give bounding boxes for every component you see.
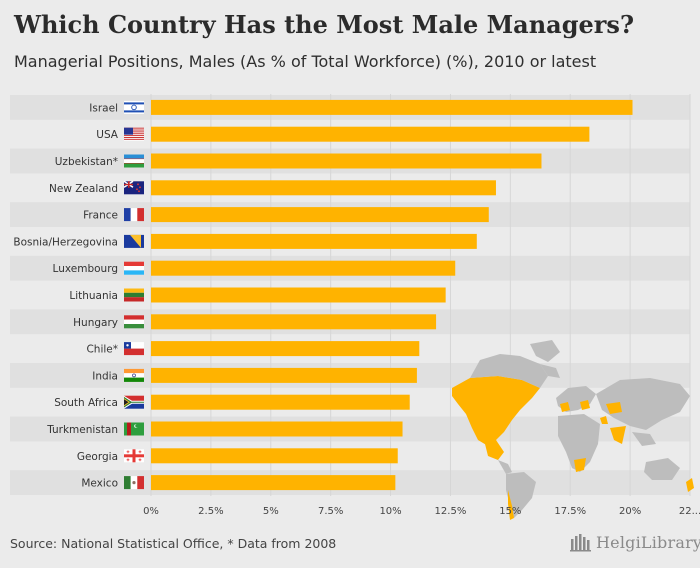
page-subtitle: Managerial Positions, Males (As % of Tot… (14, 52, 597, 71)
x-tick-label: 10% (379, 506, 401, 517)
flag-france-icon (124, 208, 144, 222)
category-label: Chile* (86, 344, 118, 356)
bar-new-zealand (151, 180, 496, 196)
flag-lithuania-icon (124, 288, 144, 302)
flag-india-icon (124, 368, 144, 382)
brand-name: HelgiLibrary. (596, 532, 700, 552)
world-map-icon (452, 340, 694, 520)
flag-new-zealand-icon (123, 180, 144, 195)
bar-mexico (151, 475, 396, 491)
bar-turkmenistan (151, 421, 403, 437)
bar-france (151, 207, 489, 223)
x-tick-label: 5% (263, 506, 279, 517)
category-label: Luxembourg (53, 263, 118, 275)
x-tick-label: 22... (679, 506, 700, 517)
bar-israel (151, 99, 633, 115)
flag-south-africa-icon (124, 395, 144, 409)
flag-hungary-icon (124, 315, 144, 329)
bar-india (151, 367, 417, 383)
bar-georgia (151, 448, 398, 464)
category-label: Hungary (73, 317, 118, 329)
flag-georgia-icon (124, 449, 144, 463)
flag-uzbekistan-icon (124, 154, 144, 168)
category-label: South Africa (54, 397, 118, 409)
category-label: Georgia (77, 451, 118, 463)
bar-chile (151, 341, 420, 357)
x-tick-label: 17.5% (554, 506, 586, 517)
category-label: Israel (89, 102, 118, 114)
bar-uzbekistan (151, 153, 542, 169)
category-label: USA (96, 129, 119, 141)
brand-logo: HelgiLibrary. (570, 532, 700, 552)
category-label: Bosnia/Herzegovina (13, 236, 118, 248)
bar-usa (151, 126, 590, 142)
flag-israel-icon (124, 100, 144, 114)
source-note: Source: National Statistical Office, * D… (10, 536, 337, 551)
x-tick-label: 0% (143, 506, 159, 517)
x-tick-label: 20% (619, 506, 641, 517)
flag-chile-icon (124, 342, 144, 356)
flag-luxembourg-icon (124, 261, 144, 275)
bar-luxembourg (151, 260, 456, 276)
category-label: Uzbekistan* (55, 156, 118, 168)
page-title: Which Country Has the Most Male Managers… (14, 10, 635, 39)
category-label: Mexico (81, 478, 118, 490)
x-tick-label: 7.5% (318, 506, 343, 517)
bar-bosnia-herzegovina (151, 233, 477, 249)
x-tick-label: 2.5% (198, 506, 223, 517)
x-tick-label: 12.5% (435, 506, 467, 517)
category-label: Turkmenistan (46, 424, 118, 436)
category-label: France (83, 210, 118, 222)
x-tick-label: 15% (499, 506, 521, 517)
bar-south-africa (151, 394, 410, 410)
flag-usa-icon (124, 127, 144, 141)
bar-lithuania (151, 287, 446, 303)
flag-turkmenistan-icon (124, 422, 144, 436)
bar-hungary (151, 314, 437, 330)
flag-bosnia-herzegovina-icon (124, 234, 144, 248)
category-label: New Zealand (49, 183, 118, 195)
category-label: Lithuania (69, 290, 118, 302)
category-label: India (92, 370, 118, 382)
flag-mexico-icon (124, 476, 144, 490)
library-icon (570, 534, 591, 552)
